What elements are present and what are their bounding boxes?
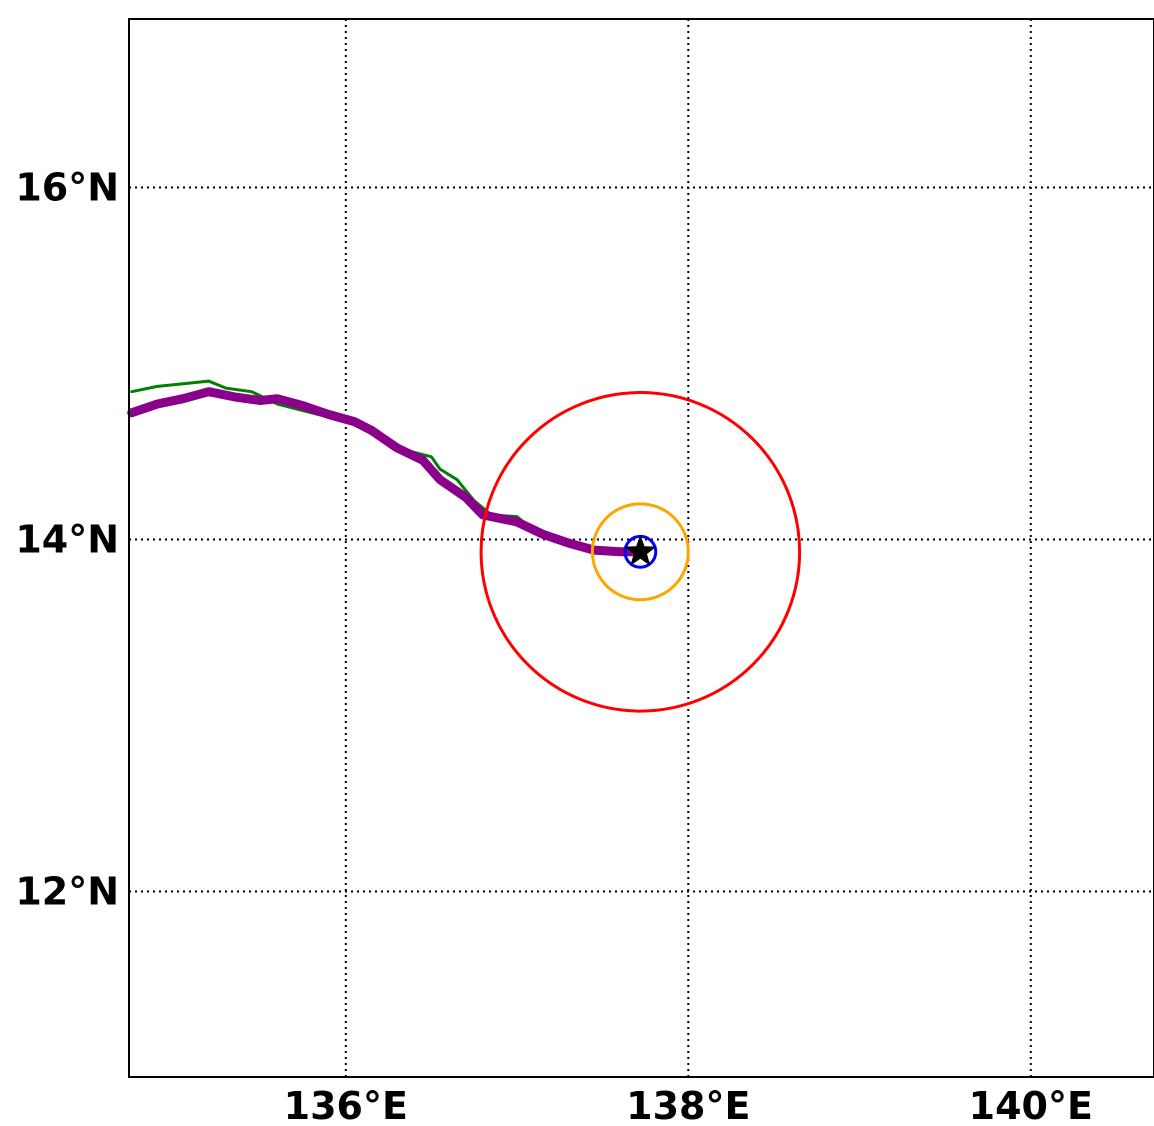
tick-labels: 136°E 138°E 140°E 12°N 14°N 16°N (15, 166, 1093, 1126)
lat-tick-label: 16°N (15, 166, 119, 210)
storm-center (624, 534, 657, 566)
lon-tick-label: 140°E (969, 1084, 1093, 1126)
outer-radius-circle (479, 391, 802, 713)
lon-tick-label: 138°E (626, 1084, 750, 1126)
middle-radius-circle (590, 502, 690, 602)
lat-tick-label: 12°N (15, 870, 119, 914)
purple-track (127, 387, 645, 557)
lat-tick-label: 14°N (15, 518, 119, 562)
star-icon (624, 534, 657, 566)
map-frame (128, 18, 1154, 1078)
lon-tick-label: 136°E (284, 1084, 408, 1126)
storm-tracks (127, 379, 645, 557)
